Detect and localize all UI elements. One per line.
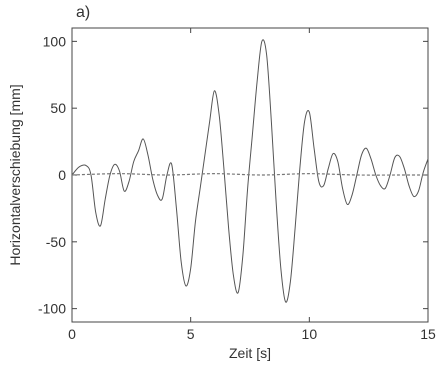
y-tick-label: 50 bbox=[50, 100, 66, 116]
x-tick-label: 5 bbox=[187, 326, 195, 342]
series-line-0 bbox=[71, 39, 429, 303]
x-tick-label: 15 bbox=[420, 326, 436, 342]
x-tick-labels: 0 5 10 15 bbox=[68, 326, 436, 342]
y-tick-label: -50 bbox=[46, 234, 66, 250]
x-tick-label: 0 bbox=[68, 326, 76, 342]
series-line-1 bbox=[71, 173, 428, 176]
series-layer bbox=[71, 39, 429, 303]
x-tick-label: 10 bbox=[302, 326, 318, 342]
y-tick-label: -100 bbox=[38, 301, 66, 317]
plot-area bbox=[71, 27, 429, 323]
x-axis-label: Zeit [s] bbox=[229, 345, 271, 361]
y-tick-label: 100 bbox=[43, 33, 67, 49]
y-tick-labels: -100 -50 0 50 100 bbox=[38, 33, 66, 316]
panel-label: a) bbox=[76, 4, 90, 21]
y-axis-label: Horizontalverschiebung [mm] bbox=[7, 84, 23, 265]
y-tick-label: 0 bbox=[58, 167, 66, 183]
